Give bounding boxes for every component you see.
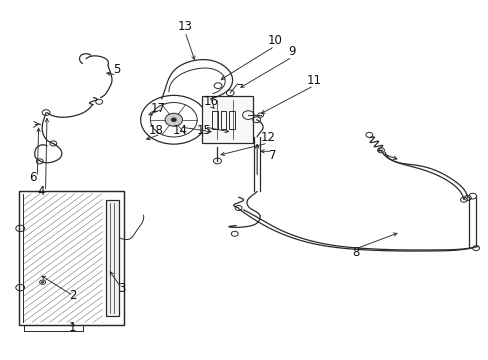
Bar [211, 111, 217, 129]
Text: 11: 11 [305, 74, 321, 87]
Text: 13: 13 [177, 20, 192, 33]
Text: 2: 2 [69, 289, 77, 302]
Text: 3: 3 [118, 282, 125, 295]
Text: 10: 10 [267, 34, 282, 48]
Text: 14: 14 [172, 124, 187, 137]
Text: 17: 17 [150, 103, 165, 116]
Bar [19, 191, 124, 325]
Text: 7: 7 [268, 149, 276, 162]
Text: 8: 8 [351, 246, 359, 259]
Text: 16: 16 [203, 95, 219, 108]
Bar [19, 191, 124, 325]
Circle shape [171, 118, 176, 122]
Bar [202, 96, 253, 143]
Text: 12: 12 [260, 131, 275, 144]
Circle shape [164, 113, 182, 126]
Bar [220, 111, 226, 129]
Bar [105, 200, 119, 316]
Text: 5: 5 [113, 63, 120, 76]
Text: 6: 6 [29, 171, 36, 184]
Text: 15: 15 [197, 124, 211, 137]
Text: 1: 1 [69, 321, 77, 334]
Text: 9: 9 [288, 45, 295, 58]
Circle shape [41, 282, 43, 283]
Bar [229, 111, 235, 129]
Text: 18: 18 [148, 124, 163, 137]
Bar [23, 194, 102, 322]
Text: 4: 4 [37, 185, 44, 198]
